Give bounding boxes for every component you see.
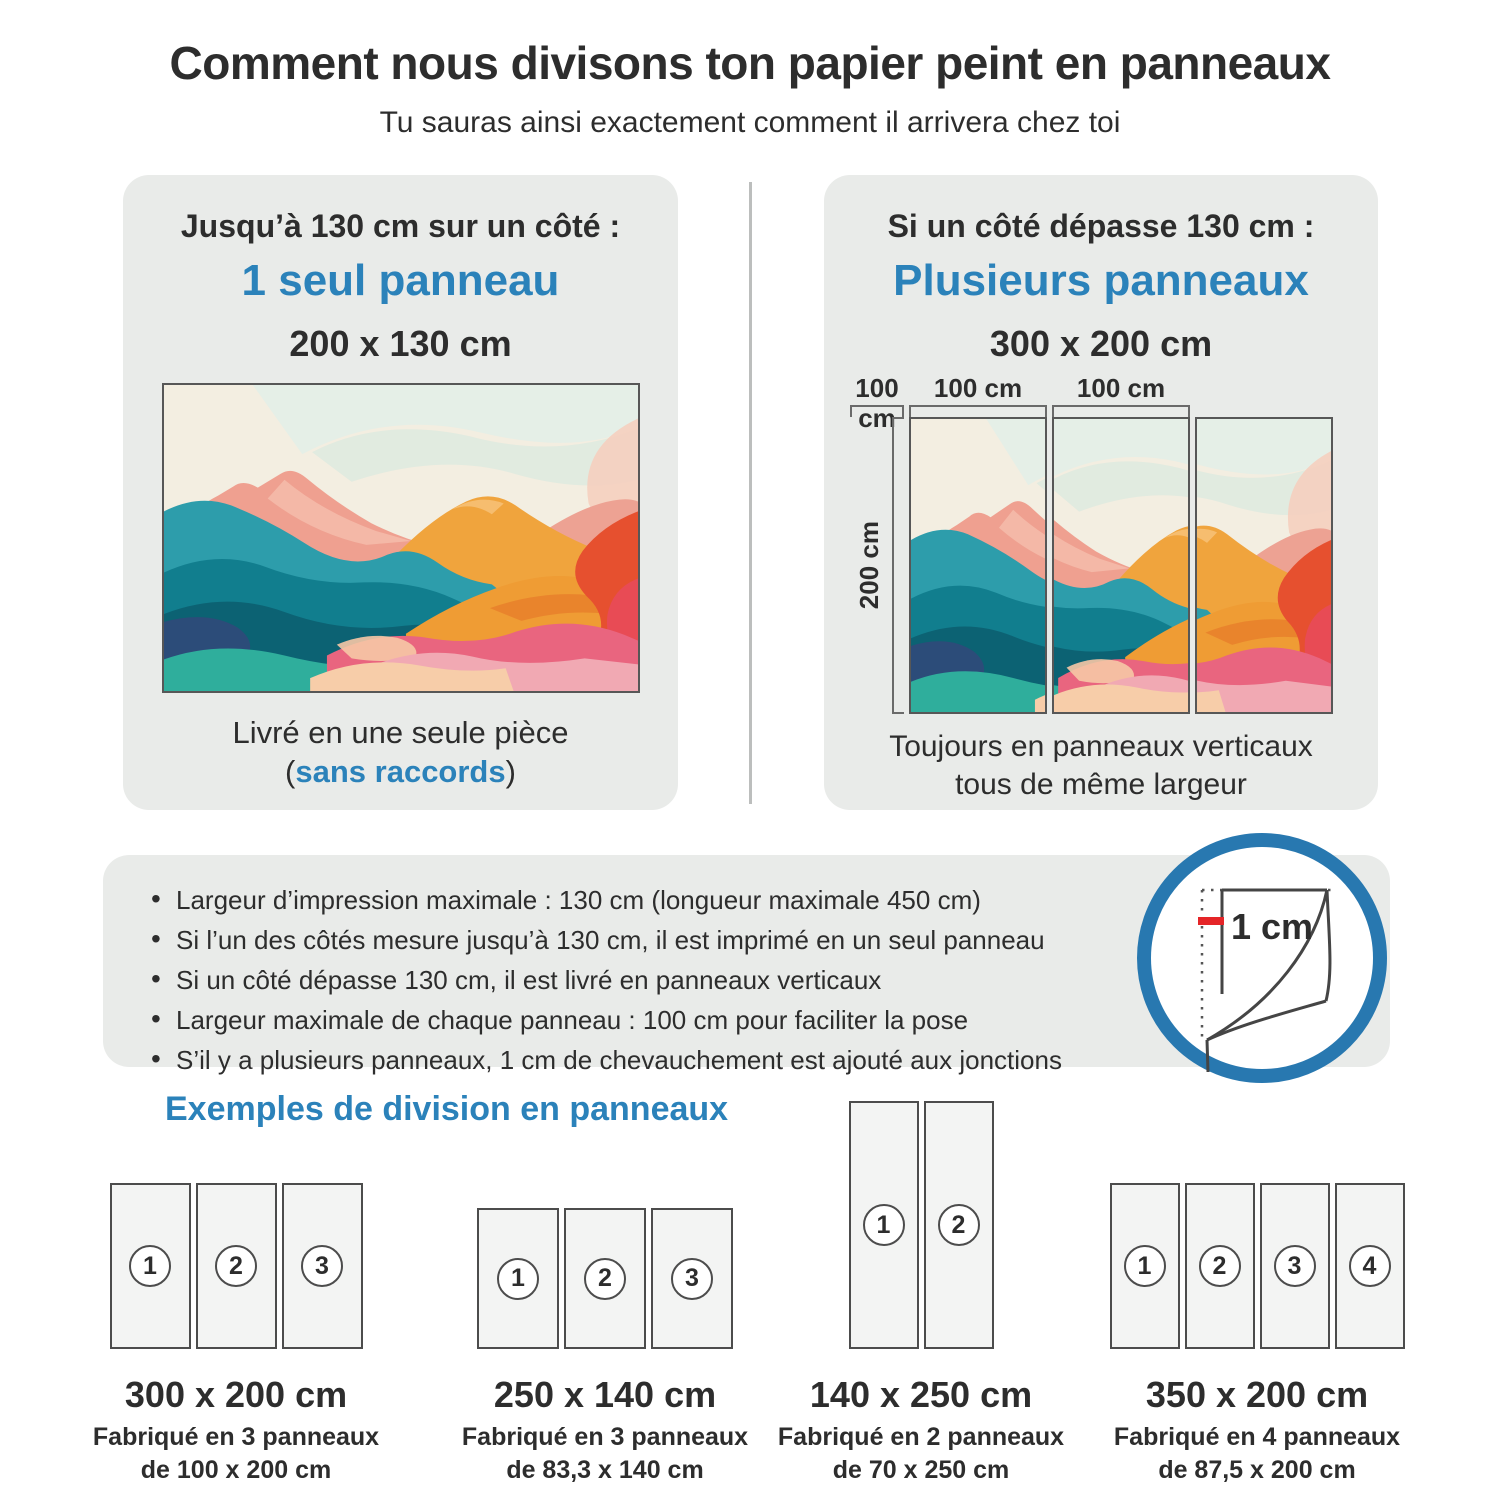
example-desc-line2: de 83,3 x 140 cm xyxy=(506,1456,704,1484)
example-300x200: 1 2 3 300 x 200 cm Fabriqué en 3 panneau… xyxy=(71,1095,401,1487)
height-measure-bracket xyxy=(892,417,904,714)
panel-number-badge: 2 xyxy=(937,1204,980,1246)
panel: 1 xyxy=(109,1183,191,1349)
example-250x140: 1 2 3 250 x 140 cm Fabriqué en 3 panneau… xyxy=(440,1095,770,1487)
panel-number-badge: 4 xyxy=(1348,1245,1391,1287)
example-description: Fabriqué en 3 panneaux de 83,3 x 140 cm xyxy=(462,1421,748,1487)
panel-number-badge: 1 xyxy=(129,1245,171,1287)
rule-item: Si l’un des côtés mesure jusqu’à 130 cm,… xyxy=(149,919,1390,960)
rule-item: Si un côté dépasse 130 cm, il est livré … xyxy=(149,959,1390,1000)
width-measure-bracket xyxy=(850,405,904,417)
multi-panel-card: Si un côté dépasse 130 cm : Plusieurs pa… xyxy=(824,175,1378,810)
caption-line1: Livré en une seule pièce xyxy=(232,715,569,750)
panel-slice-3 xyxy=(1195,417,1333,714)
panel: 1 xyxy=(1109,1183,1180,1349)
example-size: 250 x 140 cm xyxy=(493,1374,717,1415)
example-desc-line2: de 70 x 250 cm xyxy=(832,1456,1010,1484)
panel: 3 xyxy=(651,1208,733,1349)
example-desc-line1: Fabriqué en 2 panneaux xyxy=(777,1423,1065,1451)
height-label: 200 cm xyxy=(854,521,884,610)
rule-item: Largeur maximale de chaque panneau : 100… xyxy=(149,999,1390,1040)
panel: 2 xyxy=(564,1208,646,1349)
example-panels: 1 2 3 xyxy=(477,1208,733,1349)
example-350x200: 1 2 3 4 350 x 200 cm Fabriqué en 4 panne… xyxy=(1092,1095,1422,1487)
rule-item: Largeur d’impression maximale : 130 cm (… xyxy=(149,879,1390,920)
panel-number-badge: 2 xyxy=(1198,1245,1241,1287)
panel: 2 xyxy=(1184,1183,1255,1349)
panel-number-badge: 2 xyxy=(584,1257,626,1300)
example-description: Fabriqué en 2 panneaux de 70 x 250 cm xyxy=(778,1421,1064,1487)
height-measure: 200 cm xyxy=(850,417,904,714)
panel-slice-1 xyxy=(909,417,1047,714)
example-desc-line2: de 100 x 200 cm xyxy=(140,1456,332,1484)
single-panel-size: 200 x 130 cm xyxy=(289,323,512,364)
example-desc-line1: Fabriqué en 3 panneaux xyxy=(461,1423,749,1451)
panel-slice-2 xyxy=(1052,417,1190,714)
single-panel-condition: Jusqu’à 130 cm sur un côté : xyxy=(180,208,621,244)
example-size: 350 x 200 cm xyxy=(1145,1374,1369,1415)
example-size: 140 x 250 cm xyxy=(809,1374,1033,1415)
panel: 2 xyxy=(195,1183,277,1349)
example-panels: 1 2 xyxy=(848,1101,994,1349)
rule-item: S’il y a plusieurs panneaux, 1 cm de che… xyxy=(149,1039,1390,1080)
example-description: Fabriqué en 3 panneaux de 100 x 200 cm xyxy=(93,1421,379,1487)
panel-number-badge: 2 xyxy=(215,1245,257,1287)
overlap-diagram-icon: 1 cm xyxy=(1137,833,1387,1083)
width-measure-bracket xyxy=(909,405,1047,417)
caption-paren-open: ( xyxy=(285,754,296,789)
width-label: 100 cm xyxy=(855,373,899,433)
example-desc-line2: de 87,5 x 200 cm xyxy=(1158,1456,1356,1484)
overlap-label: 1 cm xyxy=(1231,906,1313,947)
multi-panel-condition: Si un côté dépasse 130 cm : xyxy=(887,208,1315,244)
panel-split-diagram: 100 cm 100 cm 100 cm 200 cm xyxy=(850,373,1378,714)
multi-panel-caption: Toujours en panneaux verticaux tous de m… xyxy=(824,728,1378,804)
page-subtitle: Tu sauras ainsi exactement comment il ar… xyxy=(379,106,1121,139)
panel-number-badge: 3 xyxy=(301,1245,343,1287)
example-panels: 1 2 3 4 xyxy=(1109,1183,1405,1349)
panel-number-badge: 1 xyxy=(1123,1245,1166,1287)
diagram-corner-spacer xyxy=(1195,405,1333,417)
width-label: 100 cm xyxy=(1076,373,1166,403)
panel: 3 xyxy=(281,1183,363,1349)
multi-panel-size: 300 x 200 cm xyxy=(989,323,1213,364)
example-desc-line1: Fabriqué en 3 panneaux xyxy=(92,1423,380,1451)
width-label: 100 cm xyxy=(933,373,1023,403)
panel: 4 xyxy=(1334,1183,1405,1349)
examples-heading: Exemples de division en panneaux xyxy=(165,1090,729,1128)
caption-paren-close: ) xyxy=(505,754,516,789)
panel: 2 xyxy=(923,1101,994,1349)
example-panels: 1 2 3 xyxy=(109,1183,363,1349)
cards-divider xyxy=(749,182,752,804)
example-140x250: 1 2 140 x 250 cm Fabriqué en 2 panneaux … xyxy=(756,1095,1086,1487)
panel: 1 xyxy=(848,1101,919,1349)
width-measure-bracket xyxy=(1052,405,1190,417)
caption-line1: Toujours en panneaux verticaux xyxy=(889,730,1313,763)
page-title: Comment nous divisons ton papier peint e… xyxy=(169,37,1331,89)
caption-highlight: sans raccords xyxy=(295,754,506,789)
single-panel-caption: Livré en une seule pièce (sans raccords) xyxy=(123,713,678,791)
panel-number-badge: 1 xyxy=(497,1257,539,1300)
example-size: 300 x 200 cm xyxy=(124,1374,348,1415)
rules-list: Largeur d’impression maximale : 130 cm (… xyxy=(103,855,1390,1080)
caption-line2: tous de même largeur xyxy=(955,768,1247,801)
single-panel-headline: 1 seul panneau xyxy=(241,256,560,305)
single-panel-card: Jusqu’à 130 cm sur un côté : 1 seul pann… xyxy=(123,175,678,810)
panel: 3 xyxy=(1259,1183,1330,1349)
panel-number-badge: 1 xyxy=(862,1204,905,1246)
wallpaper-artwork-image xyxy=(161,383,640,693)
example-description: Fabriqué en 4 panneaux de 87,5 x 200 cm xyxy=(1114,1421,1400,1487)
overlap-marker xyxy=(1198,917,1224,925)
panel: 1 xyxy=(477,1208,559,1349)
diagram-corner-spacer xyxy=(1195,373,1333,405)
example-desc-line1: Fabriqué en 4 panneaux xyxy=(1113,1423,1401,1451)
panel-number-badge: 3 xyxy=(1273,1245,1316,1287)
panel-number-badge: 3 xyxy=(671,1257,713,1300)
multi-panel-headline: Plusieurs panneaux xyxy=(893,256,1309,305)
